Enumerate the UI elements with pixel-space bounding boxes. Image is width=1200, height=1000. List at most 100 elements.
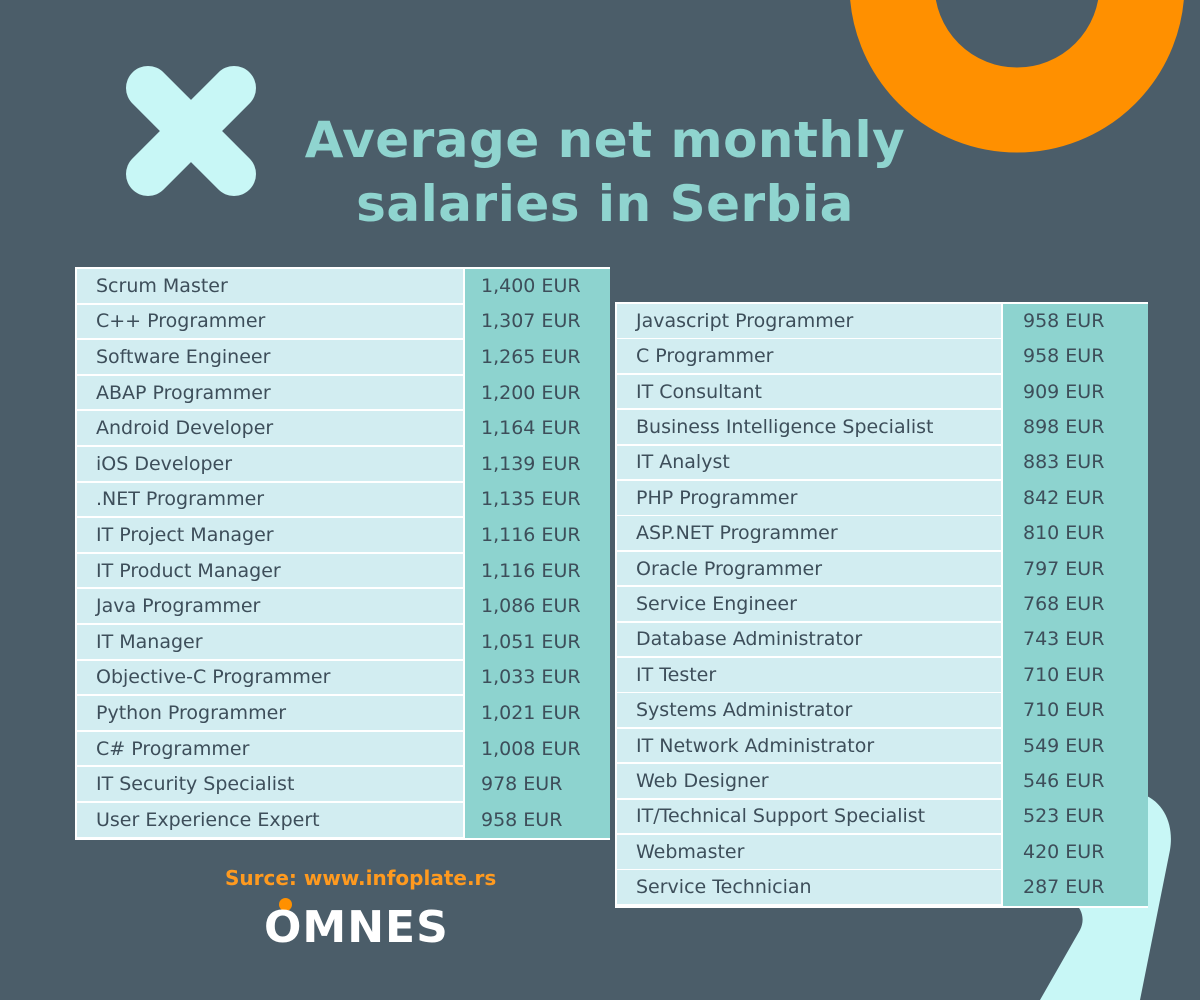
- salary-value: 898 EUR: [1023, 415, 1105, 438]
- job-title: Systems Administrator: [636, 699, 853, 722]
- row-background: [77, 375, 463, 410]
- table-row: IT Analyst 883 EUR: [617, 445, 1146, 480]
- salary-column: [1003, 304, 1148, 906]
- salary-value: 1,307 EUR: [481, 310, 581, 333]
- salary-value: 768 EUR: [1023, 592, 1105, 615]
- row-background: [617, 622, 1001, 657]
- job-title: iOS Developer: [96, 452, 233, 475]
- row-background: [77, 731, 463, 766]
- row-background: [77, 625, 463, 659]
- table-row: IT/Technical Support Specialist 523 EUR: [617, 799, 1146, 834]
- job-title: Business Intelligence Specialist: [636, 415, 934, 438]
- salary-value: 797 EUR: [1023, 557, 1105, 580]
- table-row: C# Programmer 1,008 EUR: [77, 731, 608, 766]
- row-background: [77, 447, 463, 481]
- job-title: Android Developer: [96, 417, 274, 440]
- job-title: IT/Technical Support Specialist: [636, 805, 926, 828]
- salary-table-left: Scrum Master 1,400 EUR C++ Programmer 1,307…: [75, 267, 610, 840]
- salary-value: 1,265 EUR: [481, 345, 581, 368]
- row-background: [617, 799, 1001, 834]
- salary-value: 1,135 EUR: [481, 488, 581, 511]
- table-row: C++ Programmer 1,307 EUR: [77, 304, 608, 339]
- job-title: C# Programmer: [96, 737, 250, 760]
- salary-value: 1,400 EUR: [481, 274, 581, 297]
- job-title: Scrum Master: [96, 274, 228, 297]
- title-line-1: Average net monthly: [304, 111, 906, 169]
- row-background: [77, 518, 463, 552]
- job-title: Service Engineer: [636, 592, 797, 615]
- salary-value: 287 EUR: [1023, 876, 1105, 899]
- job-title: Webmaster: [636, 840, 745, 863]
- job-title: IT Analyst: [636, 451, 730, 474]
- salary-column: [465, 269, 610, 838]
- salary-value: 1,200 EUR: [481, 381, 581, 404]
- job-title: C++ Programmer: [96, 310, 266, 333]
- salary-value: 909 EUR: [1023, 380, 1105, 403]
- salary-value: 1,051 EUR: [481, 630, 581, 653]
- row-background: [77, 660, 463, 695]
- salary-value: 743 EUR: [1023, 628, 1105, 651]
- salary-value: 1,021 EUR: [481, 701, 581, 724]
- row-background: [617, 587, 1001, 621]
- salary-value: 420 EUR: [1023, 840, 1105, 863]
- salary-value: 958 EUR: [1023, 309, 1105, 332]
- table-row: Service Engineer 768 EUR: [617, 587, 1146, 621]
- table-row: IT Project Manager 1,116 EUR: [77, 518, 608, 552]
- salary-value: 546 EUR: [1023, 769, 1105, 792]
- title-line-2: salaries in Serbia: [356, 175, 854, 233]
- job-title: Web Designer: [636, 769, 769, 792]
- table-row: Javascript Programmer 958 EUR: [617, 304, 1146, 338]
- job-title: User Experience Expert: [96, 808, 320, 831]
- table-row: IT Consultant 909 EUR: [617, 374, 1146, 409]
- salary-value: 1,033 EUR: [481, 666, 581, 689]
- salary-value: 1,008 EUR: [481, 737, 581, 760]
- table-row: Android Developer 1,164 EUR: [77, 411, 608, 445]
- row-background: [617, 374, 1001, 409]
- table-row: IT Network Administrator 549 EUR: [617, 728, 1146, 763]
- job-title: Database Administrator: [636, 628, 863, 651]
- salary-value: 978 EUR: [481, 773, 563, 796]
- logo-dot: [279, 898, 292, 911]
- table-row: User Experience Expert 958 EUR: [77, 803, 608, 837]
- row-background: [77, 589, 463, 623]
- job-title: IT Tester: [636, 663, 717, 686]
- table-row: C Programmer 958 EUR: [617, 339, 1146, 373]
- job-title: IT Product Manager: [96, 559, 281, 582]
- job-title: ASP.NET Programmer: [636, 522, 838, 545]
- salary-value: 523 EUR: [1023, 805, 1105, 828]
- row-background: [77, 482, 463, 517]
- job-title: Oracle Programmer: [636, 557, 823, 580]
- salary-value: 958 EUR: [481, 808, 563, 831]
- page-title: Average net monthly salaries in Serbia: [300, 108, 910, 236]
- table-row: Java Programmer 1,086 EUR: [77, 589, 608, 623]
- salary-value: 1,116 EUR: [481, 523, 581, 546]
- row-background: [617, 481, 1001, 515]
- table-row: PHP Programmer 842 EUR: [617, 481, 1146, 515]
- job-title: IT Project Manager: [96, 523, 274, 546]
- source-text: Surce: www.infoplate.rs: [225, 866, 497, 890]
- table-row: ASP.NET Programmer 810 EUR: [617, 516, 1146, 550]
- job-title: IT Security Specialist: [96, 773, 295, 796]
- row-background: [617, 764, 1001, 798]
- row-background: [617, 835, 1001, 869]
- row-background: [77, 340, 463, 374]
- table-row: IT Manager 1,051 EUR: [77, 625, 608, 659]
- salary-value: 1,116 EUR: [481, 559, 581, 582]
- salary-value: 1,086 EUR: [481, 595, 581, 618]
- salary-table-right: Javascript Programmer 958 EUR C Programmer…: [615, 302, 1148, 908]
- row-background: [617, 551, 1001, 586]
- row-background: [617, 870, 1001, 904]
- row-background: [77, 411, 463, 445]
- table-row: Webmaster 420 EUR: [617, 835, 1146, 869]
- job-title: Javascript Programmer: [636, 309, 854, 332]
- job-title: Objective-C Programmer: [96, 666, 331, 689]
- salary-value: 549 EUR: [1023, 734, 1105, 757]
- row-background: [617, 728, 1001, 763]
- table-row: Business Intelligence Specialist 898 EUR: [617, 410, 1146, 444]
- salary-value: 883 EUR: [1023, 451, 1105, 474]
- job-title: PHP Programmer: [636, 486, 798, 509]
- table-row: Service Technician 287 EUR: [617, 870, 1146, 904]
- close-icon: [126, 66, 256, 196]
- table-row: Objective-C Programmer 1,033 EUR: [77, 660, 608, 695]
- job-title: IT Manager: [96, 630, 203, 653]
